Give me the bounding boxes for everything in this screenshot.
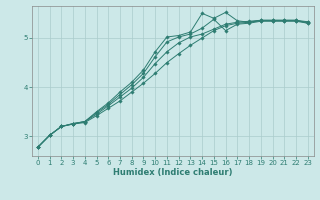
X-axis label: Humidex (Indice chaleur): Humidex (Indice chaleur): [113, 168, 233, 177]
